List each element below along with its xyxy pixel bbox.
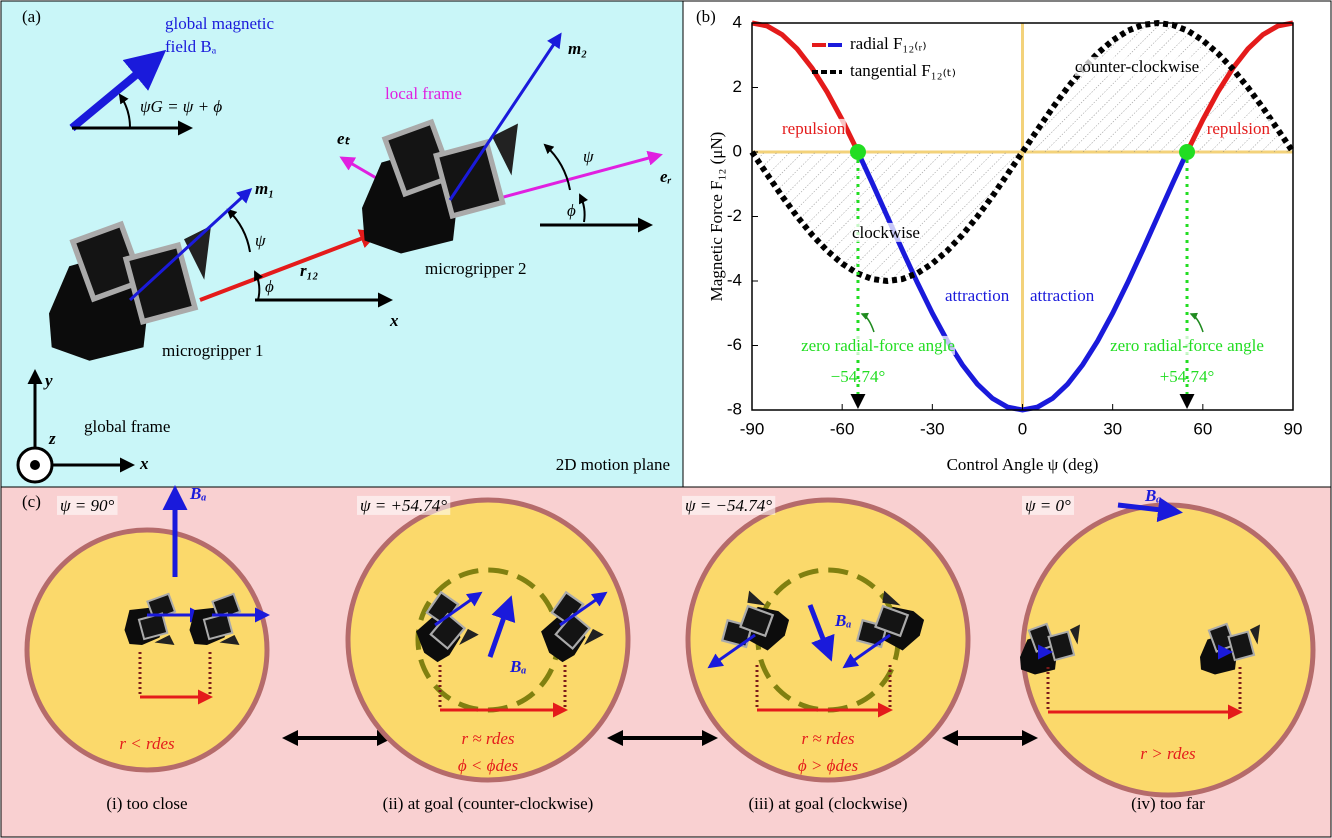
phi-label: ϕ: [265, 277, 274, 296]
phi-label: ϕ: [567, 201, 576, 220]
x-axis-title: Control Angle ψ (deg): [947, 455, 1099, 474]
state-angle: ψ = 90°: [60, 496, 115, 515]
et-label: eₜ: [337, 129, 351, 148]
y-tick-label: 0: [733, 141, 742, 160]
annotation: counter-clockwise: [1075, 57, 1199, 76]
state-angle: ψ = −54.74°: [685, 496, 772, 515]
m1-label: m₁: [255, 179, 274, 198]
condition: r > rdes: [1140, 744, 1196, 763]
er-label: eᵣ: [660, 167, 672, 186]
field-label: field Bₐ: [165, 37, 217, 56]
annotation: attraction: [945, 286, 1010, 305]
z-dot: [30, 460, 40, 470]
caption: (i) too close: [106, 794, 187, 813]
caption: (ii) at goal (counter-clockwise): [383, 794, 594, 813]
x-tick-label: -90: [740, 419, 765, 438]
psi-label: ψ: [255, 231, 266, 250]
z-label: z: [48, 429, 56, 448]
plane-label: 2D motion plane: [556, 455, 670, 474]
legend-label: tangential F₁₂₍ₜ₎: [850, 61, 956, 80]
annotation: repulsion: [1207, 119, 1271, 138]
zero-angle-label: −54.74°: [831, 367, 886, 386]
global-frame: global frame: [84, 417, 170, 436]
y-label: y: [43, 371, 53, 390]
x-label: x: [389, 311, 399, 330]
y-tick-label: -6: [727, 335, 742, 354]
x-tick-label: -60: [830, 419, 855, 438]
y-tick-label: -8: [727, 399, 742, 418]
panel-label: (c): [22, 492, 41, 511]
state-angle: ψ = 0°: [1025, 496, 1071, 515]
y-tick-label: -4: [727, 270, 742, 289]
y-tick-label: 2: [733, 77, 742, 96]
y-tick-label: -2: [727, 206, 742, 225]
x-label: x: [139, 454, 149, 473]
condition: ϕ < ϕdes: [458, 756, 519, 775]
gripper-label: microgripper 1: [162, 341, 264, 360]
x-tick-label: 30: [1103, 419, 1122, 438]
legend-label: radial F₁₂₍ᵣ₎: [850, 34, 927, 53]
x-tick-label: 0: [1018, 419, 1027, 438]
condition: r ≈ rdes: [461, 729, 514, 748]
annotation: clockwise: [852, 223, 920, 242]
field-label: global magnetic: [165, 14, 275, 33]
field-label: Bₐ: [1144, 486, 1161, 505]
panel-label: (a): [22, 7, 41, 26]
r12-label: r₁₂: [300, 261, 319, 280]
y-axis-title: Magnetic Force F₁₂ (μN): [707, 132, 726, 302]
y-tick-label: 4: [733, 12, 742, 31]
annotation: zero radial-force angle: [1110, 336, 1264, 355]
figure: (a) global magnetic field Bₐ ψG = ψ + ϕ …: [0, 0, 1332, 838]
field-label: Bₐ: [834, 611, 851, 630]
annotation: zero radial-force angle: [801, 336, 955, 355]
zero-angle-label: +54.74°: [1160, 367, 1215, 386]
panel-label: (b): [696, 7, 716, 26]
condition: ϕ > ϕdes: [798, 756, 859, 775]
zero-marker: [850, 144, 866, 160]
annotation: repulsion: [782, 119, 846, 138]
annotation: attraction: [1030, 286, 1095, 305]
gripper-label: microgripper 2: [425, 259, 527, 278]
caption: (iii) at goal (clockwise): [748, 794, 907, 813]
condition: r < rdes: [119, 734, 175, 753]
psi-label: ψ: [583, 147, 594, 166]
field-label: Bₐ: [509, 657, 526, 676]
zero-marker: [1179, 144, 1195, 160]
caption: (iv) too far: [1131, 794, 1205, 813]
x-tick-label: 90: [1284, 419, 1303, 438]
local-frame: local frame: [385, 84, 462, 103]
m2-label: m₂: [568, 39, 587, 58]
angle-eq: ψG = ψ + ϕ: [140, 97, 222, 116]
x-tick-label: 60: [1193, 419, 1212, 438]
field-label: Bₐ: [189, 484, 206, 503]
condition: r ≈ rdes: [801, 729, 854, 748]
state-angle: ψ = +54.74°: [360, 496, 447, 515]
x-tick-label: -30: [920, 419, 945, 438]
